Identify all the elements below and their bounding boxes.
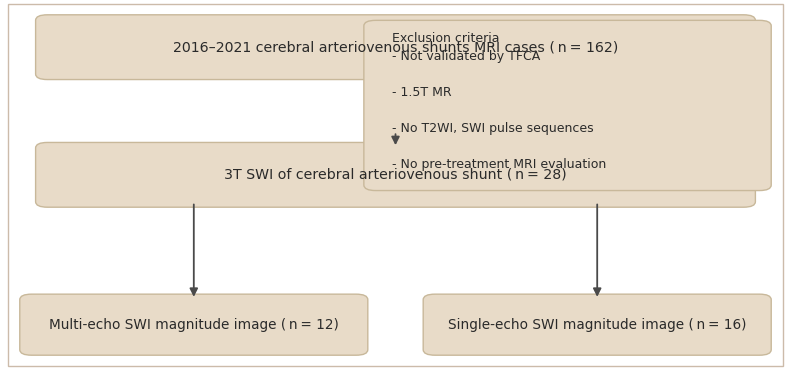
FancyBboxPatch shape [423,294,771,355]
Text: 2016–2021 cerebral arteriovenous shunts MRI cases ( n = 162): 2016–2021 cerebral arteriovenous shunts … [173,40,618,54]
Text: Multi-echo SWI magnitude image ( n = 12): Multi-echo SWI magnitude image ( n = 12) [49,318,339,332]
Text: 3T SWI of cerebral arteriovenous shunt ( n = 28): 3T SWI of cerebral arteriovenous shunt (… [224,168,567,182]
FancyBboxPatch shape [20,294,368,355]
FancyBboxPatch shape [36,15,755,80]
Text: Single-echo SWI magnitude image ( n = 16): Single-echo SWI magnitude image ( n = 16… [448,318,747,332]
FancyBboxPatch shape [36,142,755,207]
FancyBboxPatch shape [364,20,771,191]
Text: Exclusion criteria
- Not validated by TFCA

- 1.5T MR

- No T2WI, SWI pulse sequ: Exclusion criteria - Not validated by TF… [392,32,606,171]
